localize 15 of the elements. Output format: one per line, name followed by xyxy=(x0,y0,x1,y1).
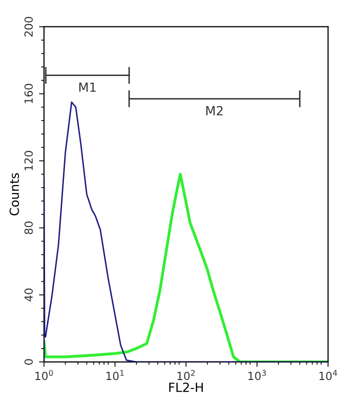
x-tick-label: 10$^{1}$ xyxy=(106,370,124,380)
y-tick-label: 120 xyxy=(24,150,33,170)
series-label: M2 xyxy=(206,106,223,116)
y-tick-label: 40 xyxy=(24,288,33,302)
y-tick-label: 80 xyxy=(24,222,33,234)
x-tick-label: 10$^{2}$ xyxy=(177,370,195,380)
y-axis-title: Counts xyxy=(10,173,20,216)
x-axis-title: FL2-H xyxy=(169,382,203,392)
y-tick-label: 160 xyxy=(24,84,33,104)
x-tick-label: 10$^{0}$ xyxy=(35,370,53,380)
series-label: M1 xyxy=(79,82,96,92)
x-tick-label: 10$^{4}$ xyxy=(320,370,338,380)
y-tick-label: 0 xyxy=(24,359,33,365)
y-tick-label: 200 xyxy=(24,16,33,37)
x-tick-label: 10$^{3}$ xyxy=(248,370,266,380)
